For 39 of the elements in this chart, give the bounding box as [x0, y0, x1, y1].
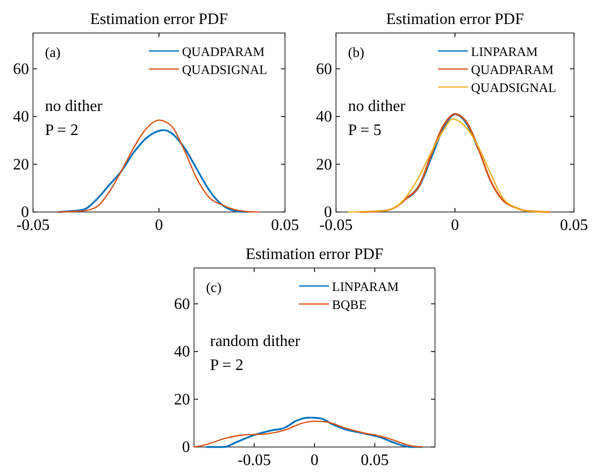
y-tick-label: 20	[13, 156, 29, 174]
chart-title: Estimation error PDF	[90, 11, 228, 28]
y-tick-label: 60	[316, 60, 332, 78]
line-series	[193, 420, 424, 448]
legend-label: QUADSIGNAL	[471, 80, 556, 95]
x-tick-label: 0.05	[360, 452, 389, 469]
y-tick-label: 40	[13, 108, 29, 126]
legend-label: QUADPARAM	[182, 44, 266, 59]
legend-label: BQBE	[332, 297, 367, 312]
y-tick-label: 60	[174, 296, 190, 313]
annotation: P = 2	[210, 357, 244, 374]
line-series	[406, 112, 480, 199]
line-series	[205, 416, 424, 448]
annotation: (b)	[348, 46, 365, 61]
y-tick-label: 40	[174, 344, 190, 361]
legend-label: LINPARAM	[471, 44, 538, 59]
line-series	[58, 119, 260, 213]
annotation: no dither	[348, 98, 406, 115]
x-tick-label: 0	[155, 217, 163, 234]
annotation: (c)	[206, 281, 222, 296]
y-tick-label: 40	[316, 108, 332, 126]
annotation: P = 2	[45, 122, 78, 139]
annotation: random dither	[210, 333, 301, 350]
x-tick-label: 0	[451, 217, 459, 234]
x-tick-label: 0.05	[271, 217, 299, 234]
x-tick-label: 0.05	[560, 217, 588, 234]
annotation: no dither	[45, 98, 103, 115]
y-tick-label: 0	[182, 439, 190, 456]
annotation: (a)	[45, 46, 61, 61]
y-tick-label: 60	[13, 60, 29, 78]
annotation: P = 5	[348, 122, 382, 139]
legend-label: LINPARAM	[332, 279, 400, 294]
chart-title: Estimation error PDF	[246, 246, 384, 263]
y-tick-label: 20	[174, 391, 190, 408]
y-tick-label: 20	[316, 156, 332, 174]
x-tick-label: -0.05	[238, 452, 271, 469]
legend-label: QUADPARAM	[471, 62, 554, 77]
legend-label: QUADSIGNAL	[182, 62, 268, 77]
chart-title: Estimation error PDF	[386, 11, 524, 28]
